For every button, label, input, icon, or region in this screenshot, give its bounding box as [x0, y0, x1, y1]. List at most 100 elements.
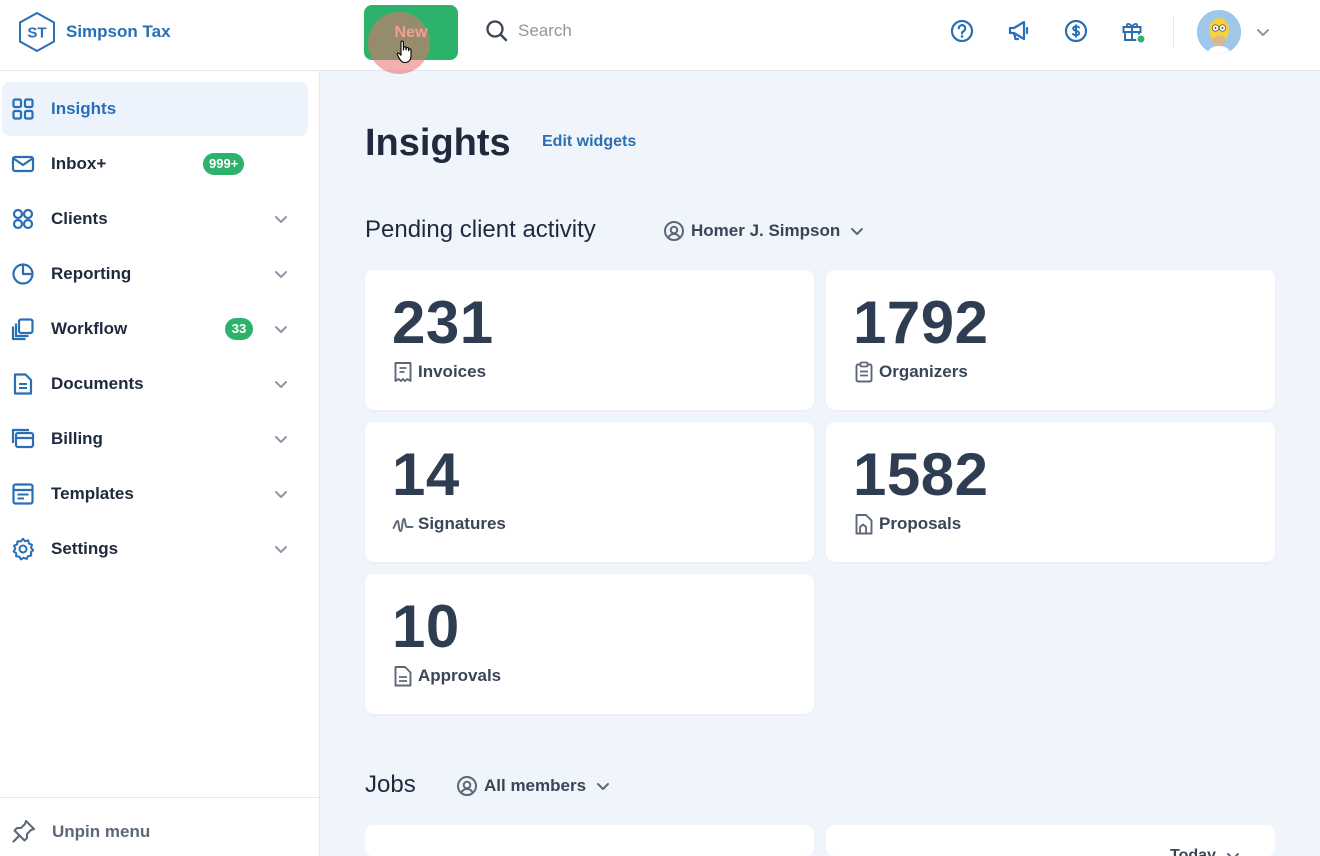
stat-label-row: Organizers: [853, 361, 968, 383]
jobs-filter-label: All members: [484, 776, 587, 795]
brand-name: Simpson Tax: [66, 22, 171, 41]
section-title-pending: Pending client activity: [365, 216, 596, 243]
sidebar-item-reporting[interactable]: Reporting: [2, 247, 308, 301]
sidebar-item-label: Clients: [51, 209, 108, 228]
stat-card-signatures[interactable]: 14 Signatures: [365, 422, 814, 562]
date-range-dropdown[interactable]: Today: [1170, 847, 1242, 856]
chevron-down-icon[interactable]: [271, 319, 291, 339]
notification-dot: [1136, 34, 1146, 44]
stat-label-row: Invoices: [392, 361, 486, 383]
clipboard-icon: [855, 361, 873, 383]
chevron-down-icon: [1226, 853, 1239, 856]
sidebar-item-settings[interactable]: Settings: [2, 522, 308, 576]
chevron-down-icon[interactable]: [271, 264, 291, 284]
gear-icon: [12, 537, 35, 561]
sidebar-item-label: Reporting: [51, 264, 132, 283]
gift-icon[interactable]: [1120, 18, 1146, 44]
sidebar-item-clients[interactable]: Clients: [2, 192, 308, 246]
sidebar-item-inbox[interactable]: Inbox+ 999+: [2, 137, 308, 191]
sidebar-item-insights[interactable]: Insights: [2, 82, 308, 136]
templates-icon: [12, 483, 34, 505]
proposal-icon: [855, 514, 873, 535]
chevron-down-icon[interactable]: [271, 539, 291, 559]
member-filter-label: Homer J. Simpson: [691, 221, 841, 240]
search-bar[interactable]: [484, 18, 818, 44]
sidebar-item-label: Inbox+: [51, 154, 107, 173]
stat-label-row: Proposals: [853, 513, 961, 535]
jobs-card[interactable]: Today: [826, 825, 1275, 856]
workflow-icon: [11, 318, 34, 341]
unpin-menu-label: Unpin menu: [52, 822, 151, 841]
brand-logo: ST: [19, 11, 55, 53]
count-badge: 33: [225, 318, 253, 340]
sidebar-item-label: Workflow: [51, 319, 128, 338]
svg-text:ST: ST: [27, 25, 46, 42]
dollar-icon[interactable]: [1063, 18, 1089, 44]
announcement-icon[interactable]: [1006, 18, 1032, 44]
jobs-card[interactable]: [365, 825, 814, 856]
chevron-down-icon[interactable]: [1253, 22, 1273, 42]
sidebar-item-billing[interactable]: Billing: [2, 412, 308, 466]
chevron-down-icon[interactable]: [271, 484, 291, 504]
sidebar: Insights Inbox+ 999+ Clients Reporting: [0, 71, 320, 856]
sidebar-item-label: Billing: [51, 429, 103, 448]
stat-label: Organizers: [879, 362, 968, 381]
chevron-down-icon[interactable]: [271, 209, 291, 229]
document-icon: [13, 373, 33, 395]
avatar[interactable]: [1197, 10, 1241, 54]
top-bar: ST Simpson Tax New: [0, 0, 1320, 71]
user-circle-icon: [664, 221, 684, 241]
section-title-jobs: Jobs: [365, 771, 416, 798]
stat-label-row: Approvals: [392, 665, 501, 687]
signature-icon: [392, 518, 414, 532]
chevron-down-icon[interactable]: [271, 429, 291, 449]
stat-value: 231: [392, 289, 494, 356]
search-icon: [486, 20, 508, 42]
sidebar-item-label: Insights: [51, 99, 117, 118]
pie-chart-icon: [12, 263, 34, 285]
click-indicator: [368, 12, 430, 74]
page-title: Insights: [365, 122, 511, 164]
user-avatar-image: [1197, 10, 1241, 54]
stat-value: 1582: [853, 441, 989, 508]
stat-label: Approvals: [418, 666, 502, 685]
stat-card-invoices[interactable]: 231 Invoices: [365, 270, 814, 410]
sidebar-item-label: Templates: [51, 484, 134, 503]
search-input[interactable]: [518, 21, 818, 41]
jobs-member-filter-dropdown[interactable]: All members: [456, 775, 612, 797]
unpin-menu-button[interactable]: Unpin menu: [0, 797, 319, 856]
billing-icon: [11, 428, 35, 449]
sidebar-item-label: Documents: [51, 374, 144, 393]
sidebar-item-label: Settings: [51, 539, 119, 558]
receipt-icon: [394, 362, 412, 382]
edit-widgets-link[interactable]: Edit widgets: [542, 133, 637, 150]
date-range-label: Today: [1170, 847, 1216, 856]
clients-icon: [12, 208, 34, 230]
chevron-down-icon: [851, 228, 864, 235]
chevron-down-icon: [597, 783, 610, 790]
stat-value: 1792: [853, 289, 989, 356]
pin-icon: [12, 820, 35, 843]
member-filter-dropdown[interactable]: Homer J. Simpson: [663, 220, 866, 242]
stat-label: Proposals: [879, 514, 962, 533]
stat-value: 14: [392, 441, 460, 508]
dashboard-grid-icon: [12, 98, 34, 120]
help-icon[interactable]: [949, 18, 975, 44]
stat-label-row: Signatures: [392, 513, 506, 535]
mail-icon: [11, 155, 35, 173]
user-circle-icon: [457, 776, 477, 796]
stat-card-proposals[interactable]: 1582 Proposals: [826, 422, 1275, 562]
hand-cursor-icon: [396, 40, 412, 64]
header-divider: [1173, 16, 1174, 48]
brand[interactable]: ST Simpson Tax: [17, 11, 171, 53]
stat-card-approvals[interactable]: 10 Approvals: [365, 574, 814, 714]
count-badge: 999+: [203, 153, 245, 175]
stat-label: Invoices: [418, 362, 487, 381]
stat-card-organizers[interactable]: 1792 Organizers: [826, 270, 1275, 410]
stat-label: Signatures: [418, 514, 506, 533]
sidebar-item-templates[interactable]: Templates: [2, 467, 308, 521]
chevron-down-icon[interactable]: [271, 374, 291, 394]
approval-doc-icon: [394, 666, 412, 687]
sidebar-item-workflow[interactable]: Workflow 33: [2, 302, 308, 356]
sidebar-item-documents[interactable]: Documents: [2, 357, 308, 411]
